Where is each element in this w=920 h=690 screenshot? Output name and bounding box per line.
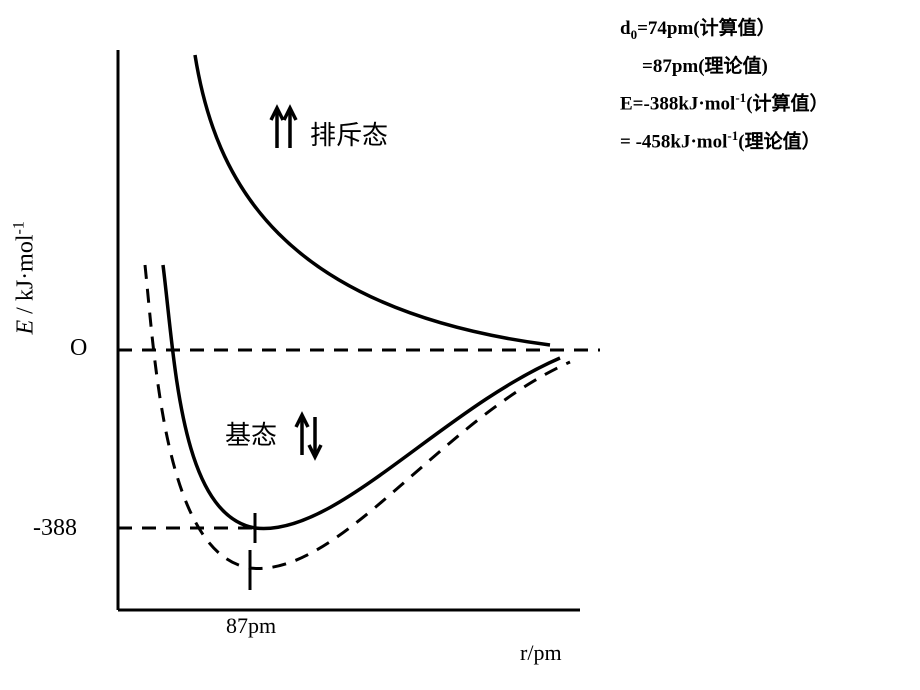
figure-container: E / kJ·mol-1 r/pm O -388 87pm 排斥态 基态 d0=…	[0, 0, 920, 690]
y-origin-marker: O	[70, 335, 87, 362]
ground-spin-arrows	[296, 415, 321, 457]
note-E-calculated: E=-388kJ·mol-1(计算值）	[620, 88, 900, 120]
x-tick-87pm: 87pm	[226, 613, 276, 639]
repulsive-curve	[195, 55, 550, 345]
note-d0-calculated: d0=74pm(计算值）	[620, 14, 900, 46]
repulsive-spin-arrows	[271, 108, 296, 148]
ground-state-curve-dashed	[145, 265, 570, 568]
annotation-text: d0=74pm(计算值） =87pm(理论值) E=-388kJ·mol-1(计…	[620, 8, 900, 163]
repulsive-state-label: 排斥态	[310, 115, 388, 152]
ground-state-label: 基态	[225, 415, 277, 452]
x-axis-label: r/pm	[520, 640, 562, 666]
y-axis-label: E / kJ·mol-1	[11, 221, 40, 334]
note-d0-theory: =87pm(理论值)	[620, 52, 900, 82]
ground-state-curve-solid	[163, 265, 560, 529]
note-E-theory: = -458kJ·mol-1(理论值）	[620, 126, 900, 158]
y-tick-neg388: -388	[33, 515, 77, 542]
energy-plot: E / kJ·mol-1 r/pm O -388 87pm 排斥态 基态	[40, 20, 600, 660]
